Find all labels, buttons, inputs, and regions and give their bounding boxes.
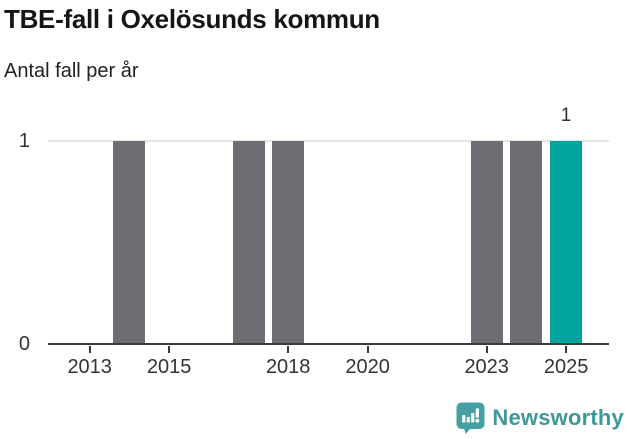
- x-axis-line: [48, 343, 609, 345]
- bar-2024: [510, 140, 543, 344]
- gridline-1: [48, 139, 609, 142]
- x-tick-2023: [485, 346, 488, 353]
- bar-2023: [470, 140, 503, 344]
- x-tick-2018: [287, 346, 290, 353]
- x-tick-2025: [565, 346, 568, 353]
- x-tick-label-2018: 2018: [265, 356, 311, 378]
- bar-2017: [232, 140, 265, 344]
- chart-title: TBE-fall i Oxelösunds kommun: [4, 4, 380, 34]
- x-tick-2020: [366, 346, 369, 353]
- bar-2014: [113, 140, 146, 344]
- y-tick-label-1: 1: [18, 129, 30, 152]
- x-tick-label-2020: 2020: [345, 356, 390, 378]
- x-tick-label-2015: 2015: [146, 356, 192, 378]
- value-label-2025: 1: [560, 105, 572, 126]
- newsworthy-bar-chart-bubble-icon: [456, 402, 485, 434]
- x-tick-label-2013: 2013: [67, 356, 112, 378]
- y-tick-label-0: 0: [18, 332, 30, 355]
- x-tick-label-2025: 2025: [543, 356, 589, 378]
- newsworthy-logo-text: Newsworthy: [492, 405, 624, 430]
- bar-2018: [272, 140, 305, 344]
- x-tick-2013: [88, 346, 91, 353]
- chart-subtitle: Antal fall per år: [4, 60, 139, 82]
- x-tick-2015: [168, 346, 171, 353]
- x-tick-label-2023: 2023: [464, 356, 509, 378]
- bar-2025: [550, 140, 583, 344]
- newsworthy-logo: Newsworthy: [456, 402, 624, 434]
